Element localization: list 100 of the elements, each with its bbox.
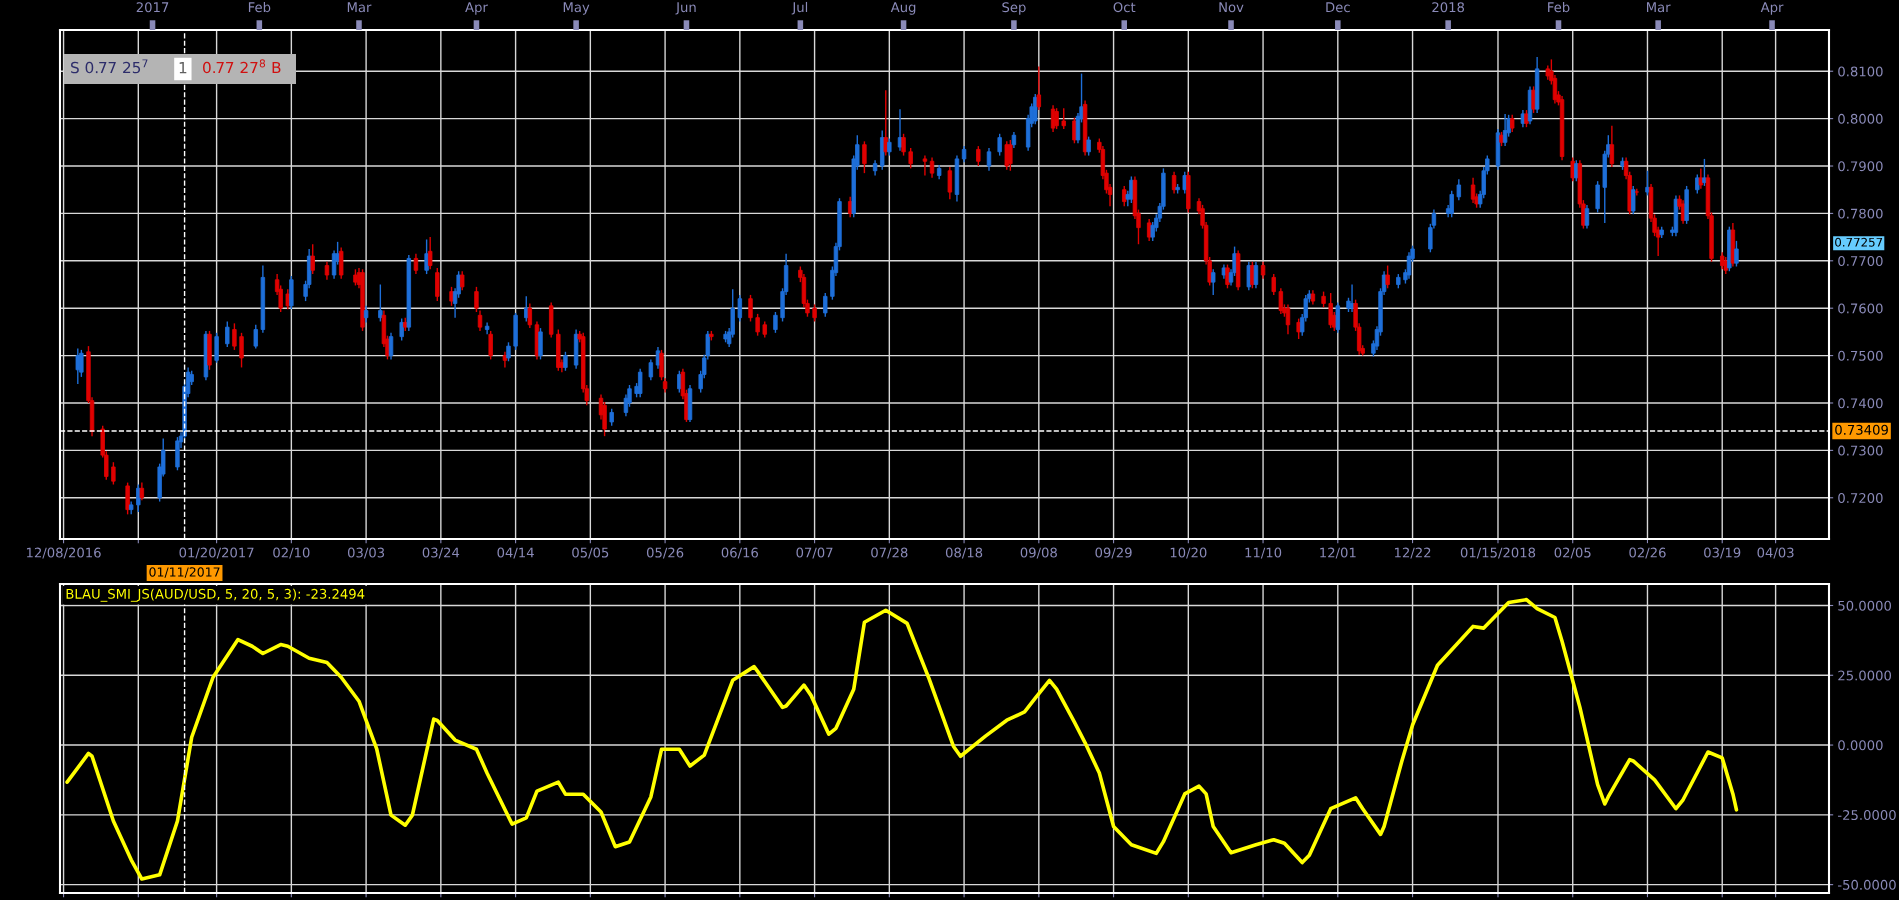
x2-tick-label: 2018 bbox=[1432, 2, 1465, 13]
x2-tick-label: Apr bbox=[1760, 2, 1784, 15]
x2-tick-label: Mar bbox=[347, 2, 372, 13]
x-tick-label: 03/03 bbox=[347, 547, 385, 559]
candlestick bbox=[424, 238, 429, 275]
candlestick bbox=[527, 302, 533, 329]
x-tick-label: 01/20/2017 bbox=[179, 547, 254, 559]
candlestick bbox=[413, 252, 419, 275]
x2-tick-label: Feb bbox=[248, 1, 271, 13]
x-tick-label: 10/20 bbox=[1170, 547, 1207, 559]
y-tick-label: 0.8100 bbox=[1838, 66, 1883, 77]
y-tick-label: 0.7600 bbox=[1838, 303, 1883, 314]
annotation: 1 bbox=[179, 62, 187, 74]
candlestick bbox=[1335, 301, 1341, 334]
candlestick bbox=[285, 288, 290, 310]
candlestick bbox=[225, 320, 230, 348]
y-tick-label: 0.7700 bbox=[1838, 256, 1883, 266]
x2-tick-label: Aug bbox=[890, 2, 916, 15]
candlestick bbox=[1296, 317, 1301, 340]
x2-tick-label: Jun bbox=[675, 2, 696, 15]
x2-tick-label: Nov bbox=[1219, 2, 1244, 13]
y-tick-label: 0.7400 bbox=[1838, 398, 1883, 409]
x-tick-label: 04/14 bbox=[497, 547, 534, 559]
text: 0.77257 bbox=[1835, 237, 1883, 247]
candlestick bbox=[773, 311, 778, 334]
candlestick bbox=[1182, 171, 1187, 195]
candlestick bbox=[484, 321, 490, 335]
candlestick bbox=[1328, 292, 1333, 329]
candlestick bbox=[1734, 240, 1739, 268]
candlestick bbox=[901, 133, 906, 157]
candlestick bbox=[1008, 139, 1013, 172]
candlestick bbox=[1033, 93, 1038, 126]
x-tick-label: 01/15/2018 bbox=[1460, 547, 1536, 559]
candlestick bbox=[460, 270, 465, 291]
y-tick-label: -50.0000 bbox=[1837, 879, 1896, 890]
x-tick-label: 02/05 bbox=[1554, 547, 1591, 559]
candlestick bbox=[1072, 116, 1077, 144]
candlestick bbox=[338, 246, 344, 280]
candlestick bbox=[214, 332, 219, 364]
x-tick-label: 09/08 bbox=[1020, 547, 1057, 559]
candlestick bbox=[435, 267, 440, 302]
candlestick bbox=[506, 341, 511, 362]
annotation: 0.77 27$^{8}$ B bbox=[203, 59, 281, 74]
candlestick bbox=[1570, 156, 1575, 182]
y-tick-label: 0.8000 bbox=[1838, 113, 1883, 124]
annotation: S 0.77 25$^{7}$ bbox=[71, 59, 148, 74]
y-tick-label: 0.7200 bbox=[1838, 492, 1883, 503]
candlestick bbox=[986, 147, 992, 172]
x-tick-label: 05/05 bbox=[572, 547, 609, 559]
candlestick bbox=[378, 283, 383, 323]
candlestick bbox=[1531, 85, 1536, 114]
x-tick-label: 07/28 bbox=[871, 547, 908, 559]
x-tick-label: 12/22 bbox=[1394, 547, 1431, 559]
candlestick bbox=[823, 292, 828, 318]
candlestick bbox=[1271, 273, 1276, 296]
candlestick bbox=[1061, 107, 1066, 130]
candlestick bbox=[1250, 261, 1255, 289]
x2-tick-label: Apr bbox=[465, 2, 488, 15]
x-tick-label: 06/16 bbox=[721, 547, 759, 559]
x2-tick-label: Dec bbox=[1326, 2, 1350, 13]
x-tick-label: 12/08/2016 bbox=[26, 547, 101, 559]
candlestick bbox=[1702, 158, 1707, 187]
candlestick bbox=[883, 89, 888, 157]
candlestick bbox=[1004, 140, 1009, 171]
x-tick-label: 04/03 bbox=[1757, 547, 1794, 559]
candlestick bbox=[659, 349, 664, 381]
candlestick bbox=[1456, 178, 1462, 201]
candlestick bbox=[474, 286, 479, 313]
y-tick-label: 0.0000 bbox=[1838, 740, 1883, 751]
x2-tick-label: May bbox=[563, 2, 590, 15]
chart-title: BLAU_SMI_JS(AUD/USD, 5, 20, 5, 3): -23.2494 bbox=[66, 588, 365, 602]
candlestick bbox=[862, 140, 867, 174]
x-tick-label: 02/26 bbox=[1629, 547, 1666, 559]
candlestick bbox=[1054, 107, 1059, 130]
x-tick-label: 07/07 bbox=[796, 547, 833, 559]
candlestick bbox=[1609, 125, 1615, 168]
candlestick bbox=[1385, 264, 1390, 289]
candlestick bbox=[111, 461, 116, 486]
candlestick bbox=[239, 332, 244, 369]
x-tick-label: 11/10 bbox=[1245, 547, 1282, 559]
candlestick bbox=[1211, 268, 1216, 296]
candlestick bbox=[1036, 65, 1042, 111]
x2-tick-label: 2017 bbox=[136, 2, 169, 13]
candlestick bbox=[1253, 261, 1259, 289]
candlestick bbox=[997, 133, 1002, 157]
candlestick bbox=[908, 147, 913, 170]
candlestick bbox=[75, 347, 80, 385]
x-tick-label: 08/18 bbox=[945, 547, 983, 559]
candlestick bbox=[324, 261, 330, 281]
candlestick bbox=[232, 322, 237, 351]
y-tick-label: 50.0000 bbox=[1838, 600, 1892, 611]
x-tick-label: 09/29 bbox=[1095, 547, 1132, 559]
x2-tick-label: Oct bbox=[1113, 2, 1136, 13]
candlestick bbox=[310, 243, 315, 275]
ref-line-label: 0.73409 bbox=[1835, 424, 1888, 435]
candlestick bbox=[1584, 204, 1590, 230]
candlestick bbox=[449, 286, 454, 307]
candlestick bbox=[648, 358, 654, 381]
candlestick bbox=[1086, 135, 1091, 157]
x2-tick-label: Jul bbox=[791, 1, 808, 15]
